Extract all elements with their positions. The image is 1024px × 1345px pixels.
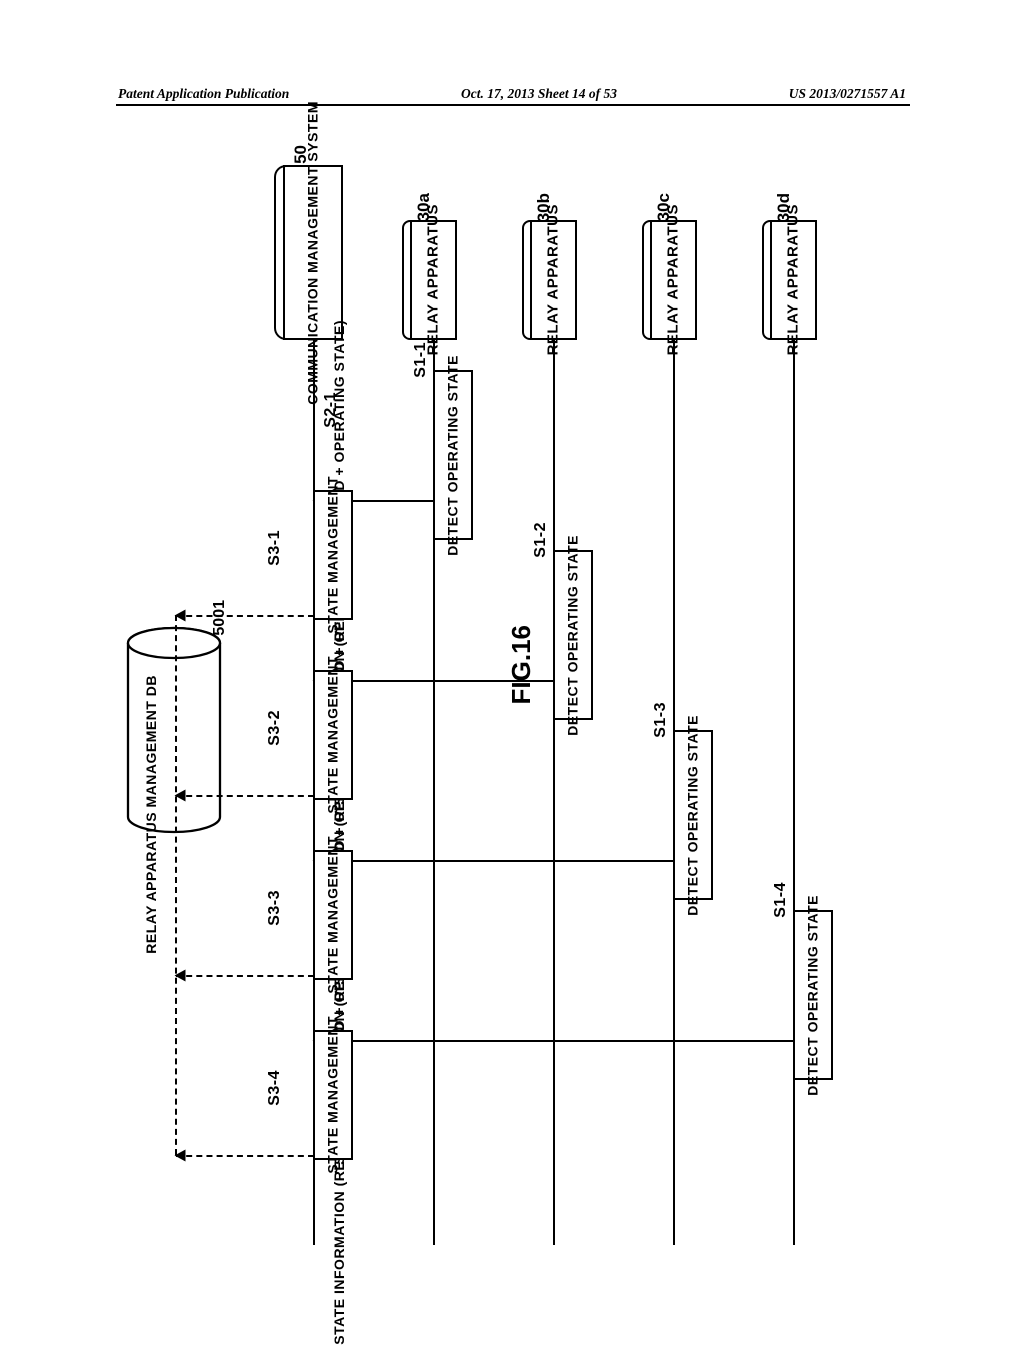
header-center: Oct. 17, 2013 Sheet 14 of 53 (461, 86, 617, 102)
state-mgmt-label: STATE MANAGEMENT (326, 836, 341, 994)
state-mgmt-box: STATE MANAGEMENT (313, 490, 353, 620)
db-cylinder: RELAY APPARATUS MANAGEMENT DB (124, 625, 224, 840)
header-rule (116, 104, 910, 106)
detect-box: DETECT OPERATING STATE (793, 910, 833, 1080)
relay-ref: 30d (774, 193, 794, 222)
relay-ref: 30a (414, 193, 434, 221)
dashed-line (176, 795, 314, 797)
relay-node: RELAY APPARATUS (770, 220, 817, 340)
relay-ref: 30b (534, 193, 554, 222)
state-mgmt-box: STATE MANAGEMENT (313, 850, 353, 980)
dashed-trunk (175, 615, 177, 1155)
db-ref: 5001 (211, 600, 229, 636)
diagram: FIG.16 RELAY APPARATUS MANAGEMENT DB 500… (116, 125, 910, 1245)
dashed-line (176, 1155, 314, 1157)
relay-bracket (762, 220, 776, 340)
relay-label: RELAY APPARATUS (786, 204, 802, 355)
state-mgmt-label: STATE MANAGEMENT (326, 656, 341, 814)
header-left: Patent Application Publication (118, 86, 289, 102)
state-mgmt-label: STATE MANAGEMENT (326, 476, 341, 634)
mgmt-bracket (274, 165, 304, 340)
relay-lifeline (793, 340, 795, 1245)
db-label: RELAY APPARATUS MANAGEMENT DB (144, 675, 254, 954)
page-header: Patent Application Publication Oct. 17, … (0, 86, 1024, 102)
relay-ref: 30c (654, 193, 674, 221)
state-mgmt-box: STATE MANAGEMENT (313, 1030, 353, 1160)
dashed-line (176, 615, 314, 617)
step-label: S3-3 (266, 890, 284, 926)
step-label: S3-2 (266, 710, 284, 746)
mgmt-ref: 50 (291, 145, 311, 164)
step-label: S3-4 (266, 1070, 284, 1106)
dashed-line (176, 975, 314, 977)
step-label: S3-1 (266, 530, 284, 566)
header-right: US 2013/0271557 A1 (789, 86, 906, 102)
state-mgmt-box: STATE MANAGEMENT (313, 670, 353, 800)
detect-label: DETECT OPERATING STATE (806, 895, 821, 1096)
state-mgmt-label: STATE MANAGEMENT (326, 1016, 341, 1174)
msg-label: STATE INFORMATION (RELAY APPARATUS ID + … (332, 860, 702, 1345)
step-label: S1-4 (772, 882, 790, 918)
